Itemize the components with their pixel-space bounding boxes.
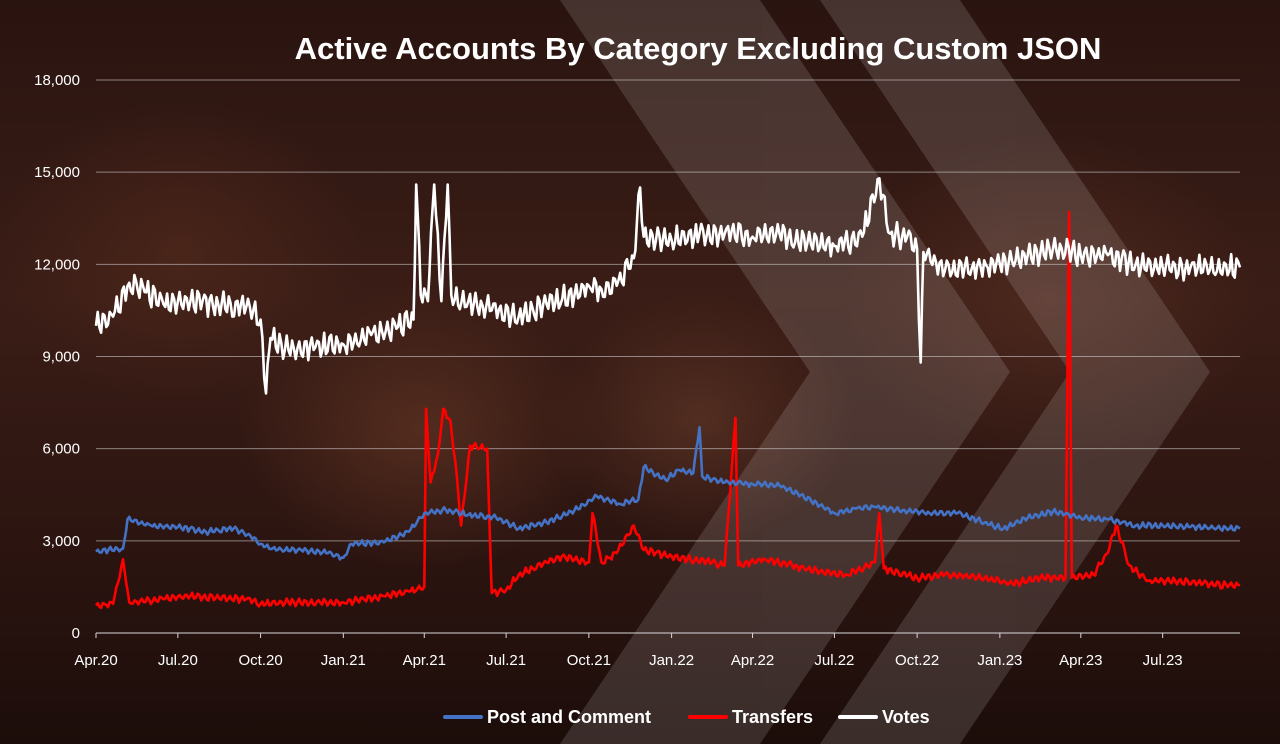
y-tick-label: 6,000 — [42, 441, 80, 458]
gridlines — [96, 79, 1240, 542]
series-layer — [94, 177, 1242, 610]
y-tick-label: 3,000 — [42, 533, 80, 550]
series-line-votes — [94, 177, 1242, 395]
chart-title: Active Accounts By Category Excluding Cu… — [295, 31, 1102, 66]
series-line-post-and-comment — [95, 425, 1241, 561]
x-tick-label: Jul.23 — [1143, 652, 1183, 669]
x-tick-label: Oct.20 — [238, 652, 282, 669]
x-tick-label: Apr.23 — [1059, 652, 1102, 669]
x-axis-ticks: Apr.20 Jul.20 Oct.20 Jan.21 Apr.21 Jul.21 Oct.… — [74, 633, 1183, 669]
x-tick-label: Apr.22 — [731, 652, 774, 669]
x-tick-label: Jan.23 — [977, 652, 1022, 669]
x-tick-label: Oct.21 — [567, 652, 611, 669]
x-tick-label: Apr.20 — [74, 652, 117, 669]
x-tick-label: Jul.21 — [486, 652, 526, 669]
y-tick-label: 0 — [72, 625, 80, 642]
y-tick-label: 12,000 — [34, 256, 80, 273]
x-tick-label: Oct.22 — [895, 652, 939, 669]
y-tick-label: 18,000 — [34, 72, 80, 89]
legend-label: Votes — [882, 707, 930, 727]
x-tick-label: Jan.22 — [649, 652, 694, 669]
y-tick-label: 15,000 — [34, 164, 80, 181]
x-tick-label: Jul.22 — [814, 652, 854, 669]
x-tick-label: Apr.21 — [403, 652, 446, 669]
background-chevrons — [560, 0, 1210, 744]
legend-label: Post and Comment — [487, 707, 651, 727]
legend: Post and Comment Transfers Votes — [443, 707, 930, 727]
y-axis-ticks: 0 3,000 6,000 9,000 12,000 15,000 18,000 — [34, 72, 80, 642]
y-tick-label: 9,000 — [42, 349, 80, 366]
x-tick-label: Jan.21 — [321, 652, 366, 669]
series-line-transfers — [94, 210, 1241, 610]
x-tick-label: Jul.20 — [158, 652, 198, 669]
legend-label: Transfers — [732, 707, 813, 727]
